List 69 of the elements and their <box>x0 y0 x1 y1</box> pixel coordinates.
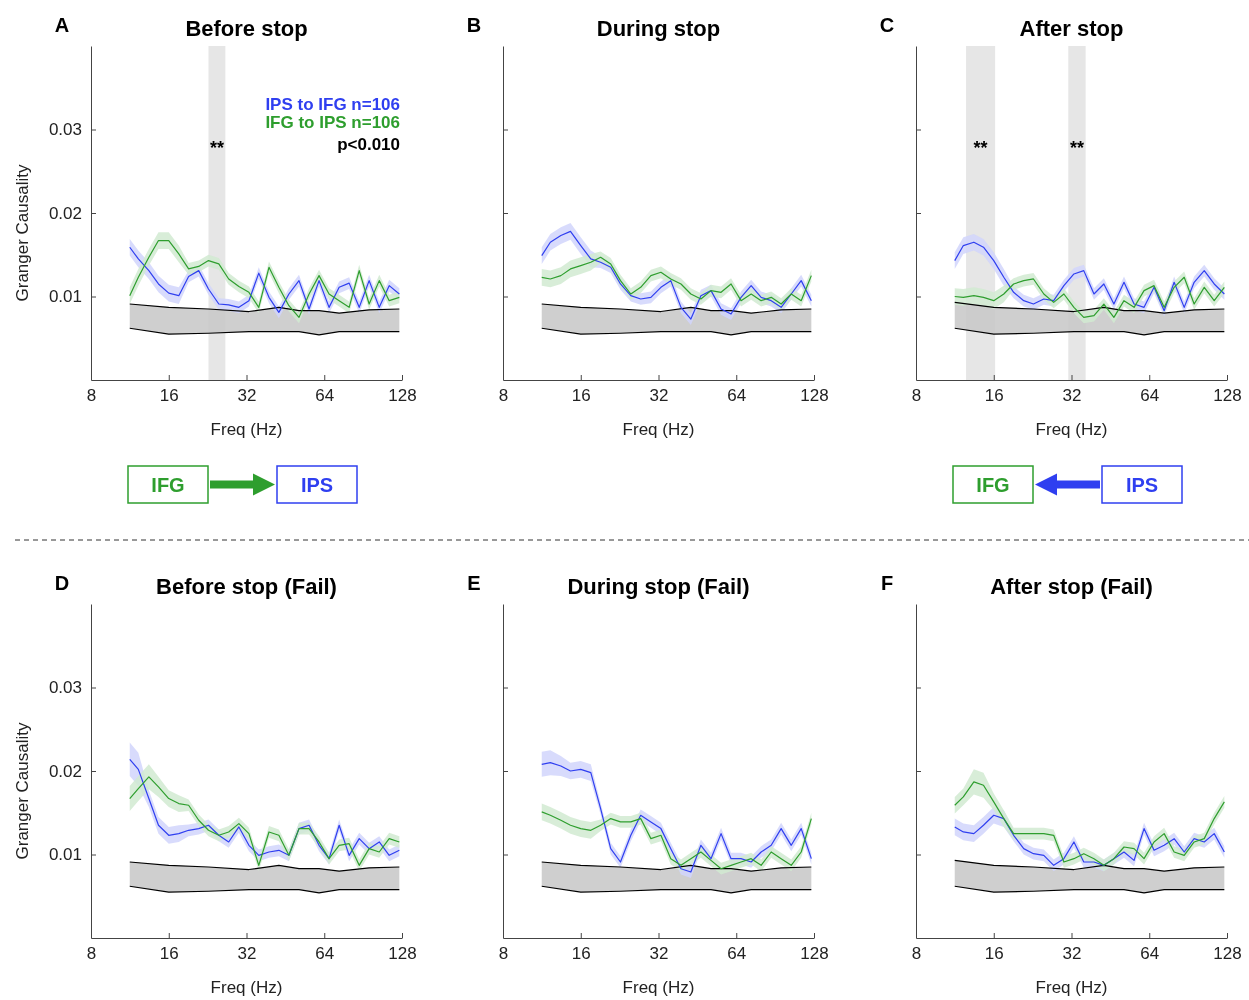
line-series <box>129 246 400 313</box>
x-tick-label: 128 <box>800 944 829 964</box>
x-tick-label: 8 <box>86 386 97 406</box>
line-series <box>129 776 400 866</box>
x-tick-label: 16 <box>984 386 1004 406</box>
x-tick-label: 64 <box>1140 944 1160 964</box>
chart-title: Before stop (Fail) <box>156 574 337 599</box>
chart-title: During stop (Fail) <box>567 574 750 599</box>
text: F <box>880 572 894 594</box>
x-tick-label: 32 <box>1062 386 1082 406</box>
x-tick-label: 64 <box>315 944 335 964</box>
chart-title: Before stop <box>185 16 308 41</box>
x-tick-label: 32 <box>649 386 669 406</box>
x-tick-label: 32 <box>1062 944 1082 964</box>
x-tick-label: 64 <box>315 386 335 406</box>
y-tick-label: 0.02 <box>48 761 82 781</box>
x-tick-label: 128 <box>800 386 829 406</box>
x-tick-label: 32 <box>649 944 669 964</box>
x-tick-label: 128 <box>388 944 417 964</box>
text: IFG <box>151 473 185 496</box>
annotation: p<0.010 <box>337 135 400 154</box>
x-axis-title: Freq (Hz) <box>622 420 695 439</box>
x-axis-title: Freq (Hz) <box>210 420 283 439</box>
x-axis-title: Freq (Hz) <box>1035 978 1108 997</box>
x-tick-label: 128 <box>1213 944 1242 964</box>
text: E <box>467 572 481 594</box>
y-axis-title: Granger Causality <box>13 722 32 860</box>
text: C <box>879 14 895 36</box>
x-tick-label: 128 <box>388 386 417 406</box>
x-tick-label: 128 <box>1213 386 1242 406</box>
x-tick-label: 32 <box>237 386 257 406</box>
y-tick-label: 0.03 <box>48 678 82 698</box>
x-tick-label: 64 <box>727 944 747 964</box>
x-tick-label: 64 <box>1140 386 1160 406</box>
x-tick-label: 8 <box>498 386 509 406</box>
annotation: ** <box>1069 138 1084 158</box>
y-tick-label: 0.03 <box>48 120 82 140</box>
x-tick-label: 8 <box>498 944 509 964</box>
annotation: ** <box>973 138 988 158</box>
y-tick-label: 0.01 <box>48 287 82 307</box>
x-tick-label: 16 <box>159 944 179 964</box>
x-tick-label: 8 <box>911 386 922 406</box>
y-tick-label: 0.02 <box>48 203 82 223</box>
x-tick-label: 16 <box>571 386 591 406</box>
x-tick-label: 8 <box>86 944 97 964</box>
text: IPS to IFG n=106 <box>265 95 400 114</box>
x-tick-label: 32 <box>237 944 257 964</box>
text: B <box>466 14 482 36</box>
y-axis-title: Granger Causality <box>13 164 32 302</box>
x-tick-label: 16 <box>984 944 1004 964</box>
x-axis-title: Freq (Hz) <box>1035 420 1108 439</box>
chart-title: During stop <box>596 16 721 41</box>
x-axis-title: Freq (Hz) <box>210 978 283 997</box>
text: IFG to IPS n=106 <box>265 113 400 132</box>
chart-title: After stop <box>1019 16 1124 41</box>
x-axis-title: Freq (Hz) <box>622 978 695 997</box>
text: IFG <box>976 473 1010 496</box>
text: IPS <box>300 473 334 496</box>
line-series <box>129 758 400 860</box>
x-tick-label: 8 <box>911 944 922 964</box>
text: A <box>54 14 70 36</box>
x-tick-label: 16 <box>571 944 591 964</box>
y-tick-label: 0.01 <box>48 845 82 865</box>
annotation: ** <box>209 138 224 158</box>
x-tick-label: 16 <box>159 386 179 406</box>
chart-title: After stop (Fail) <box>990 574 1153 599</box>
text: IPS <box>1125 473 1159 496</box>
text: D <box>54 572 70 594</box>
x-tick-label: 64 <box>727 386 747 406</box>
